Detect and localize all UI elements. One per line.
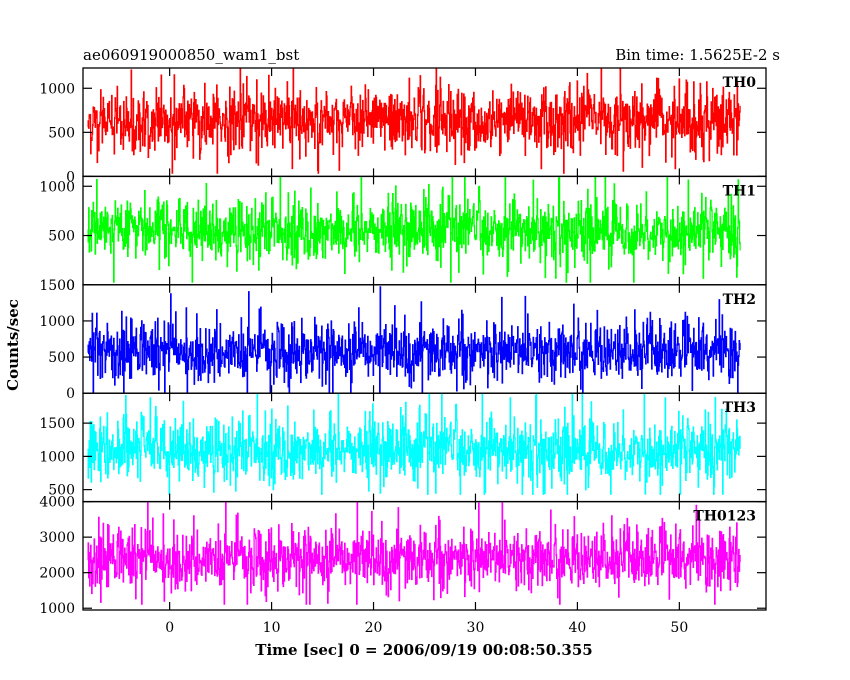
y-axis-label: Counts/sec (4, 299, 22, 391)
y-tick-label: 500 (48, 483, 75, 499)
series-th0123 (87, 501, 741, 605)
y-tick-label: 0 (66, 169, 75, 185)
x-tick-label: 40 (568, 620, 586, 636)
band-label-th2: TH2 (723, 292, 756, 308)
y-tick-label: 3000 (39, 530, 75, 546)
x-tick-label: 30 (467, 620, 485, 636)
series-th1 (87, 176, 741, 283)
x-axis-label: Time [sec] 0 = 2006/09/19 00:08:50.355 (255, 641, 592, 659)
band-label-th3: TH3 (723, 400, 756, 416)
y-tick-label: 1500 (39, 278, 75, 294)
panel-th0: 0 500 1000 TH0 (39, 67, 767, 185)
y-tick-label: 500 (48, 229, 75, 245)
x-tick-label: 10 (263, 620, 281, 636)
x-tick-label: 0 (165, 620, 174, 636)
panel-th2: 0 500 1000 1500 TH2 (39, 278, 767, 402)
panel-frame (82, 500, 767, 611)
y-tick-label: 0 (66, 386, 75, 402)
y-tick-label: 4000 (39, 495, 75, 511)
y-tick-label: 500 (48, 125, 75, 141)
panel-th1: 0 500 1000 TH1 (39, 175, 767, 294)
y-tick-label: 500 (48, 350, 75, 366)
panel-th0123: 1000 2000 3000 4000 TH0123 (39, 495, 767, 617)
y-tick-label: 0 (66, 278, 75, 294)
chart-title-right: Bin time: 1.5625E-2 s (615, 46, 780, 64)
band-label-th0123: TH0123 (693, 509, 756, 525)
series-th2 (87, 286, 741, 393)
y-tick-label: 1500 (39, 416, 75, 432)
x-tick-label: 50 (670, 620, 688, 636)
series-th0 (87, 68, 741, 174)
x-tick-label: 20 (365, 620, 383, 636)
band-label-th0: TH0 (723, 75, 757, 91)
band-label-th1: TH1 (723, 183, 756, 199)
y-tick-label: 1000 (39, 449, 75, 465)
y-tick-label: 1000 (39, 601, 75, 617)
panel-th3: 500 1000 1500 TH3 (39, 392, 767, 503)
y-tick-label: 2000 (39, 566, 75, 582)
chart-title-left: ae060919000850_wam1_bst (83, 46, 299, 64)
y-tick-label: 1000 (39, 314, 75, 330)
series-th3 (87, 393, 741, 495)
y-tick-label: 1000 (39, 179, 75, 195)
y-tick-label: 1000 (39, 81, 75, 97)
